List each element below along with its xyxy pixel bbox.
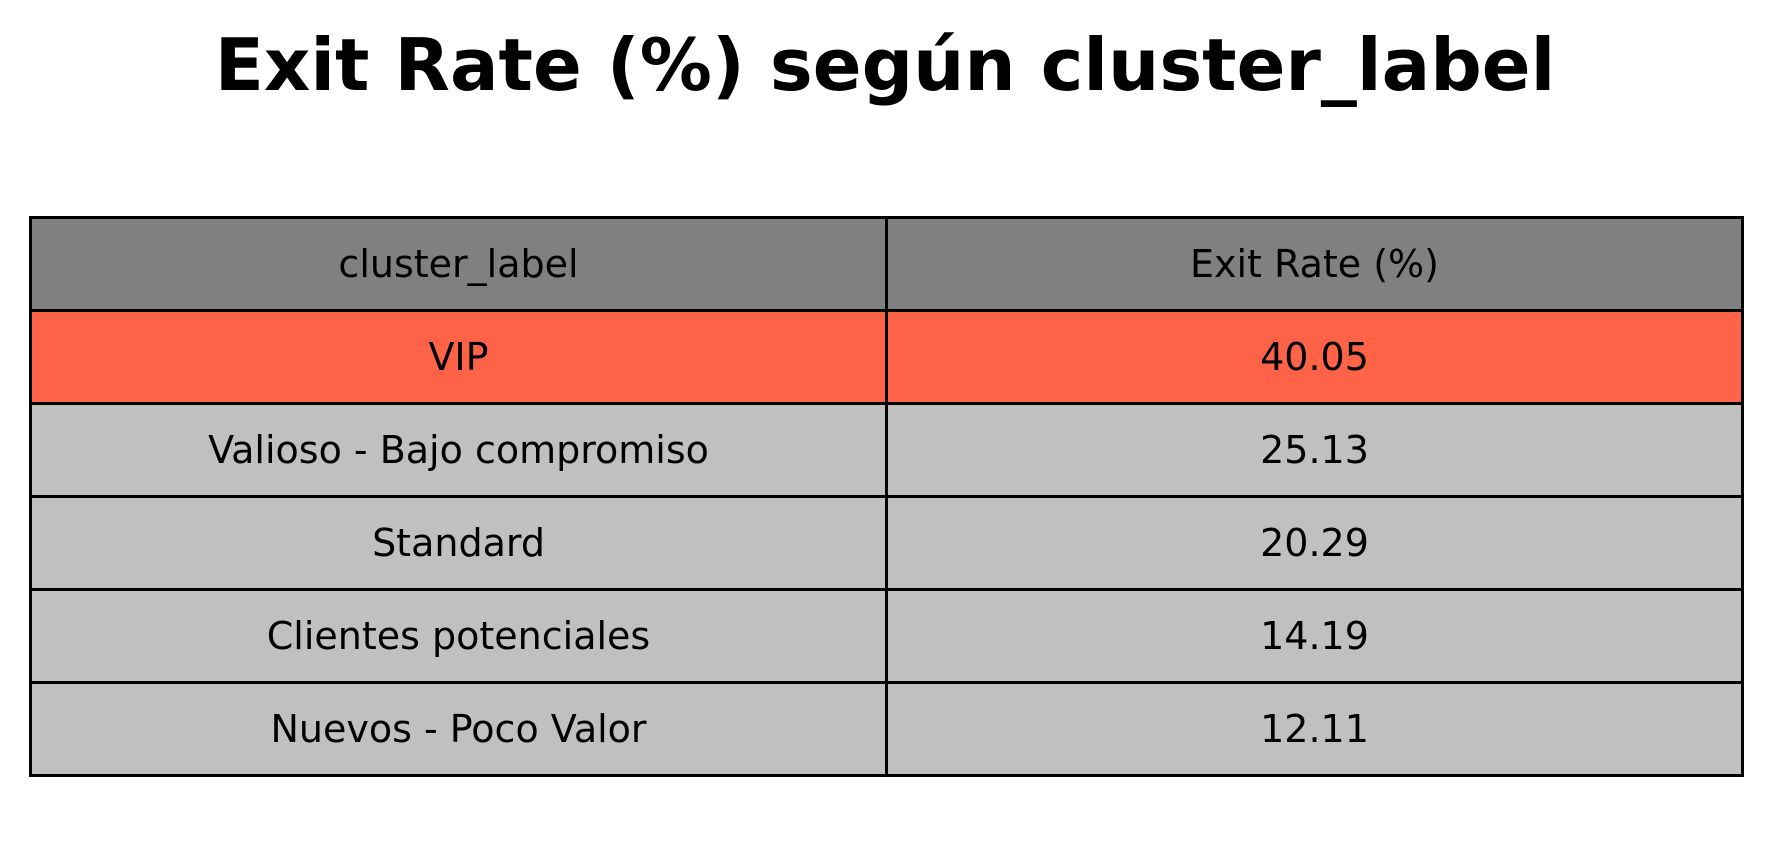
table-row: Nuevos - Poco Valor 12.11 [29, 681, 1744, 777]
cell-exit-rate: 12.11 [885, 681, 1744, 777]
table-header-row: cluster_label Exit Rate (%) [29, 216, 1744, 312]
table-row: Valioso - Bajo compromiso 25.13 [29, 402, 1744, 498]
cell-cluster-label: Clientes potenciales [29, 588, 888, 684]
column-header-cluster-label: cluster_label [29, 216, 888, 312]
cell-cluster-label: VIP [29, 309, 888, 405]
data-table: cluster_label Exit Rate (%) VIP 40.05 Va… [29, 216, 1744, 777]
chart-title: Exit Rate (%) según cluster_label [214, 23, 1556, 107]
cell-exit-rate: 20.29 [885, 495, 1744, 591]
cell-cluster-label: Standard [29, 495, 888, 591]
cell-exit-rate: 40.05 [885, 309, 1744, 405]
cell-cluster-label: Valioso - Bajo compromiso [29, 402, 888, 498]
column-header-exit-rate: Exit Rate (%) [885, 216, 1744, 312]
cell-exit-rate: 25.13 [885, 402, 1744, 498]
cell-cluster-label: Nuevos - Poco Valor [29, 681, 888, 777]
cell-exit-rate: 14.19 [885, 588, 1744, 684]
table-row: Standard 20.29 [29, 495, 1744, 591]
table-body: VIP 40.05 Valioso - Bajo compromiso 25.1… [29, 309, 1744, 777]
table-container: cluster_label Exit Rate (%) VIP 40.05 Va… [29, 216, 1744, 777]
table-row: VIP 40.05 [29, 309, 1744, 405]
table-row: Clientes potenciales 14.19 [29, 588, 1744, 684]
